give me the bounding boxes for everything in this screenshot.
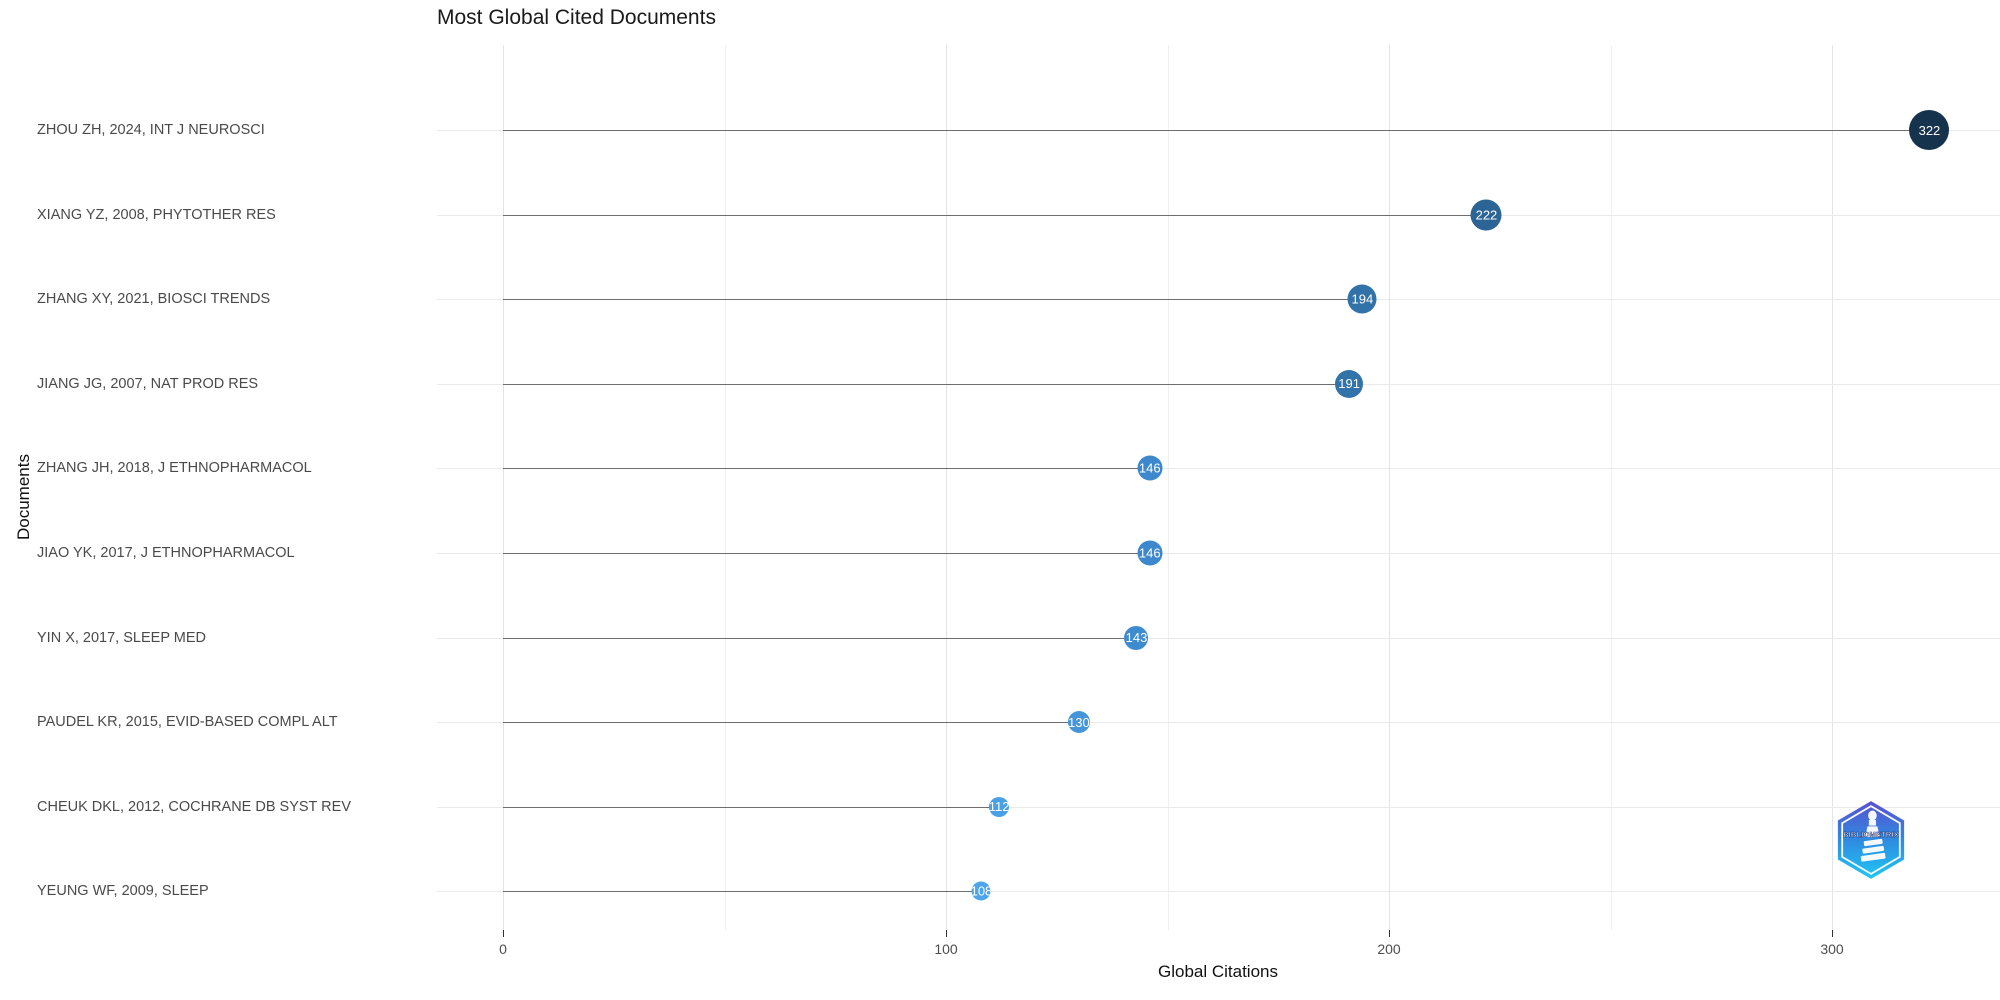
dot-value-label: 146 (1138, 460, 1161, 476)
x-axis-title: Global Citations (1157, 962, 1279, 981)
document-label: ZHANG JH, 2018, J ETHNOPHARMACOL (37, 460, 312, 477)
lighthouse-icon (1860, 810, 1886, 862)
stem-line (503, 553, 1150, 554)
stem-line (503, 299, 1363, 301)
dot-value-label: 146 (1138, 545, 1161, 561)
logo-text: BIBLIOMETRIX (1843, 830, 1899, 839)
document-label: YIN X, 2017, SLEEP MED (37, 629, 206, 646)
dot-value-label: 222 (1475, 207, 1498, 223)
x-tick-mark (503, 930, 504, 937)
row-gridline (437, 553, 2000, 554)
document-label: JIANG JG, 2007, NAT PROD RES (37, 375, 259, 392)
x-tick-label: 100 (934, 941, 958, 957)
document-label: XIANG YZ, 2008, PHYTOTHER RES (37, 206, 276, 223)
x-tick-mark (1832, 930, 1833, 937)
gridline-major (503, 45, 504, 930)
row-gridline (437, 806, 2000, 808)
document-label: YEUNG WF, 2009, SLEEP (37, 883, 209, 900)
stem-line (503, 130, 1930, 131)
x-tick-mark (1389, 930, 1390, 937)
dot-value-label: 143 (1125, 630, 1148, 646)
stem-line (503, 383, 1350, 385)
citation-dot: 194 (1347, 284, 1377, 314)
document-label: JIAO YK, 2017, J ETHNOPHARMACOL (37, 545, 295, 561)
x-tick-label: 0 (499, 941, 507, 957)
citation-dot: 130 (1067, 711, 1090, 734)
dot-value-label: 130 (1068, 714, 1090, 730)
dot-value-label: 194 (1351, 291, 1374, 307)
x-tick-label: 200 (1377, 941, 1401, 957)
document-label: ZHOU ZH, 2024, INT J NEUROSCI (37, 122, 265, 138)
stem-line (503, 722, 1079, 724)
citation-dot: 146 (1137, 455, 1163, 481)
citation-dot: 222 (1470, 199, 1502, 231)
stem-line (503, 891, 982, 893)
gridline-major (1389, 45, 1390, 930)
citation-dot: 108 (970, 881, 993, 901)
dot-value-label: 108 (970, 883, 993, 899)
stem-line (503, 468, 1150, 470)
document-label: PAUDEL KR, 2015, EVID-BASED COMPL ALT (37, 714, 338, 731)
citation-dot: 322 (1909, 110, 1950, 150)
stem-line (503, 806, 1000, 808)
x-tick-mark (946, 930, 947, 937)
dot-value-label: 191 (1338, 376, 1360, 392)
gridline-minor (724, 45, 726, 930)
plot-panel: 322 222 194 191 146 146 143 130 112 108 (437, 45, 2000, 930)
stem-line (503, 214, 1487, 216)
row-gridline (437, 891, 2000, 893)
document-label: ZHANG XY, 2021, BIOSCI TRENDS (37, 291, 271, 308)
row-gridline (437, 468, 2000, 470)
chart-title: Most Global Cited Documents (437, 6, 716, 29)
gridline-minor (1167, 45, 1169, 930)
row-gridline (437, 722, 2000, 724)
hexagon-badge (1837, 801, 1905, 879)
bibliometrix-logo: BIBLIOMETRIX (1837, 801, 1905, 879)
citation-dot: 191 (1335, 369, 1364, 398)
dot-value-label: 322 (1918, 122, 1941, 138)
citation-dot: 112 (988, 796, 1010, 817)
row-gridline (437, 637, 2000, 639)
document-label: CHEUK DKL, 2012, COCHRANE DB SYST REV (37, 798, 351, 815)
x-tick-label: 300 (1820, 941, 1844, 957)
gridline-minor (1610, 45, 1612, 930)
y-axis-title: Documents (14, 454, 33, 540)
dot-value-label: 112 (988, 799, 1010, 815)
citation-dot: 146 (1137, 540, 1163, 566)
stem-line (503, 637, 1137, 639)
gridline-major (1832, 45, 1833, 930)
gridline-major (946, 45, 947, 930)
citation-dot: 143 (1124, 625, 1149, 650)
